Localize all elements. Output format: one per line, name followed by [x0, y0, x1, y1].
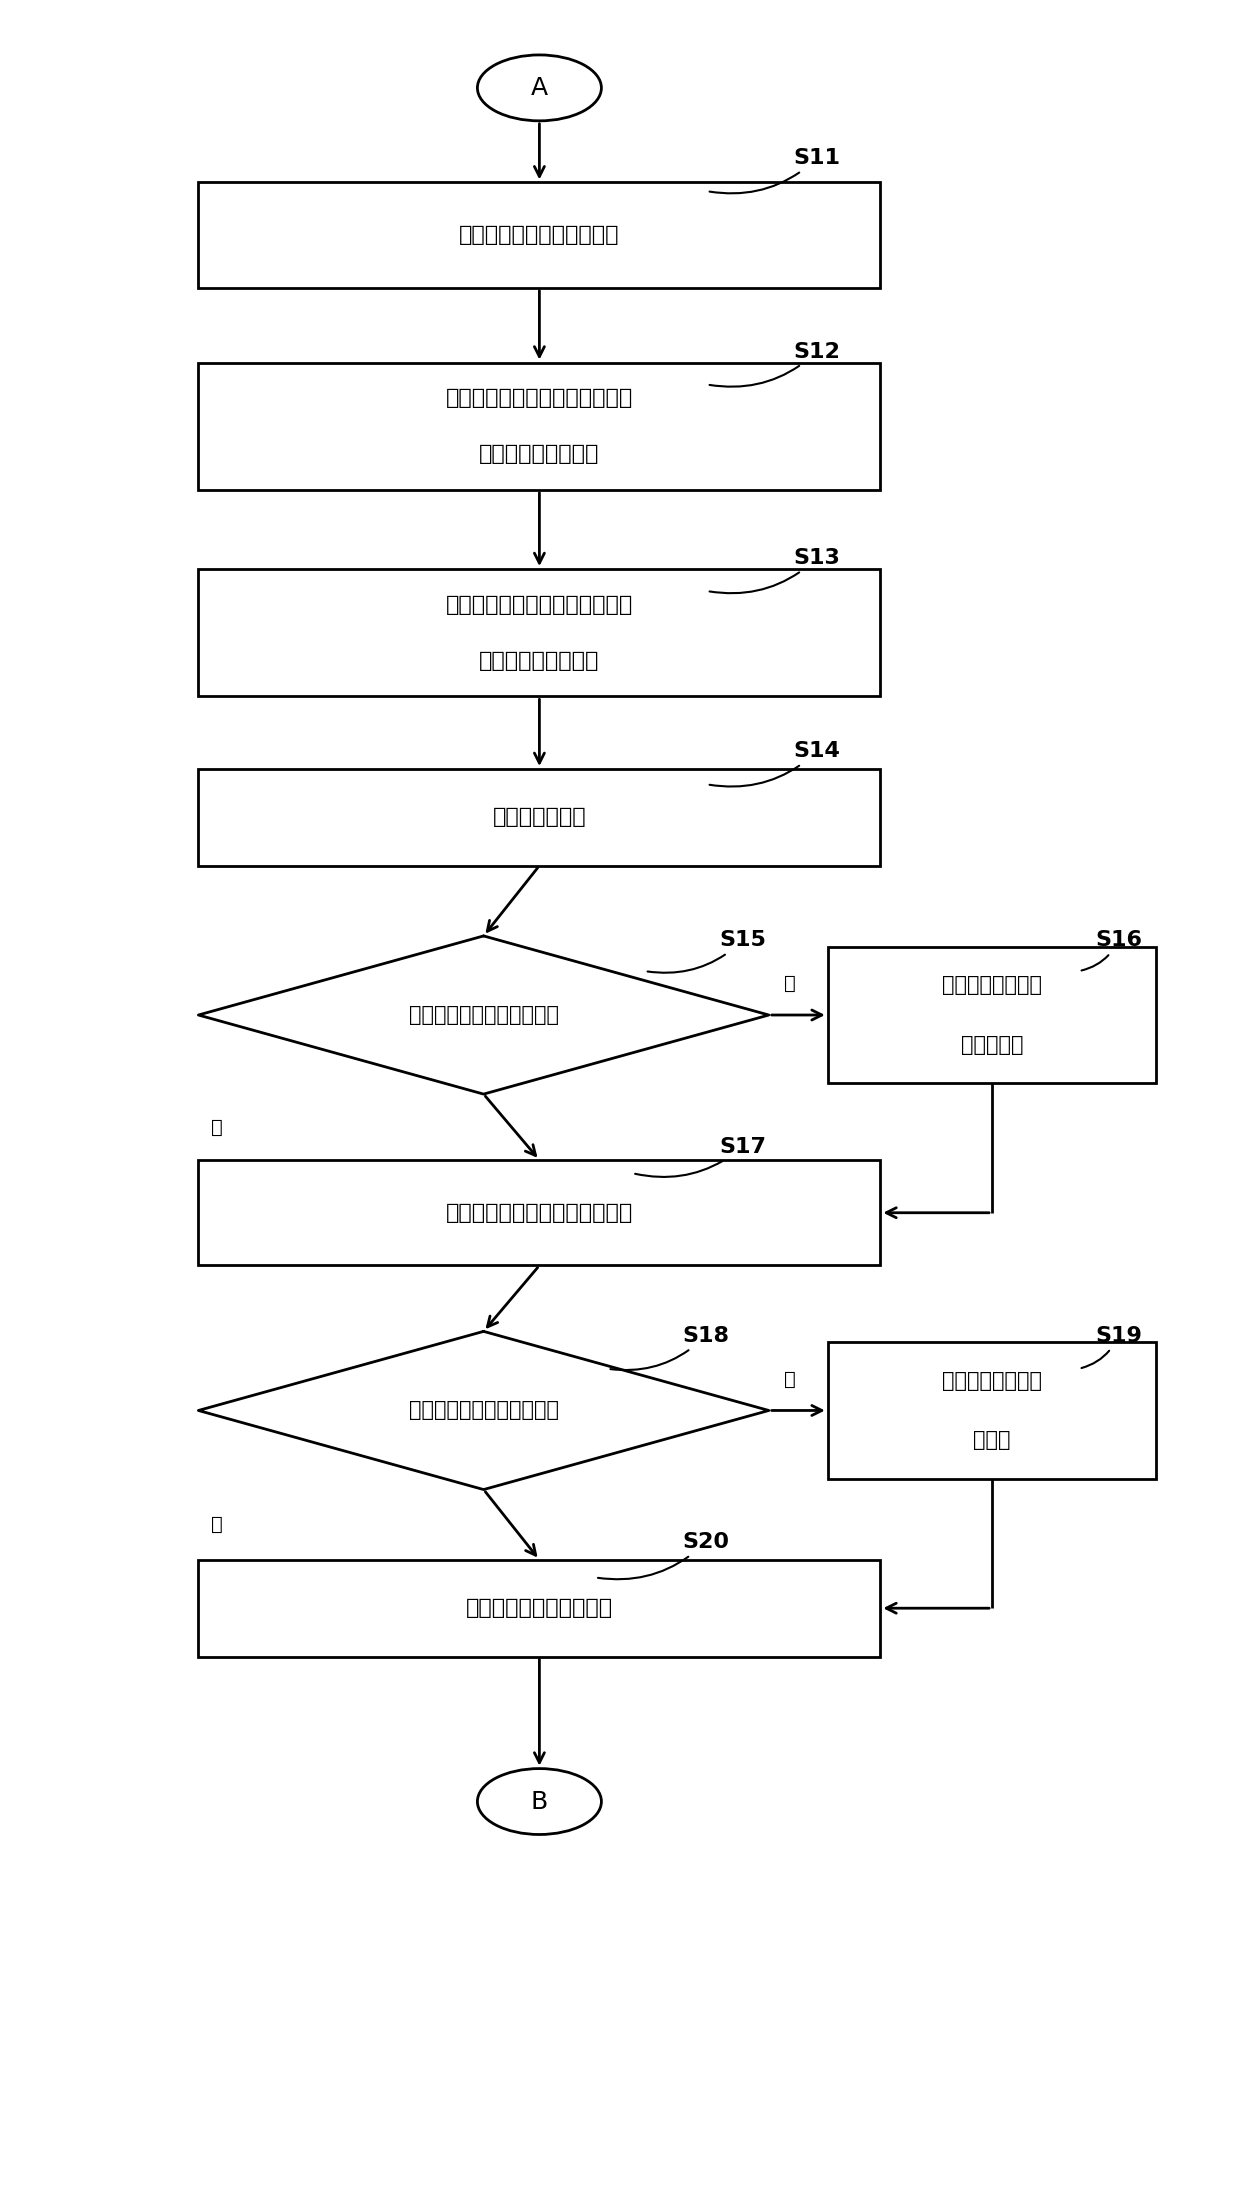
Ellipse shape	[477, 55, 601, 121]
Text: 确认缺少参考像素点的情况: 确认缺少参考像素点的情况	[459, 224, 620, 246]
Text: 缺少像素坐标缓存器: 缺少像素坐标缓存器	[479, 444, 600, 464]
Text: 是: 是	[211, 1118, 222, 1136]
Ellipse shape	[477, 1769, 601, 1834]
Text: S11: S11	[709, 147, 841, 193]
FancyBboxPatch shape	[198, 769, 880, 866]
Text: S19: S19	[1081, 1325, 1142, 1369]
FancyBboxPatch shape	[828, 1342, 1156, 1479]
Text: S12: S12	[709, 341, 841, 387]
Text: 否: 否	[784, 1369, 795, 1389]
Text: S16: S16	[1081, 929, 1142, 971]
Text: 是: 是	[211, 1516, 222, 1534]
FancyBboxPatch shape	[198, 182, 880, 288]
Text: S17: S17	[635, 1136, 766, 1178]
FancyBboxPatch shape	[198, 363, 880, 490]
Text: 接收到读取数据请求响应？: 接收到读取数据请求响应？	[409, 1004, 558, 1026]
Text: 更新变换单元的有效标志: 更新变换单元的有效标志	[466, 1597, 613, 1619]
Text: 请求的条件: 请求的条件	[961, 1035, 1023, 1055]
Text: 否: 否	[784, 973, 795, 993]
Text: S15: S15	[647, 929, 766, 973]
Text: B: B	[531, 1791, 548, 1813]
Text: 变换单元的数据写入完毕？: 变换单元的数据写入完毕？	[409, 1399, 558, 1421]
FancyBboxPatch shape	[198, 1560, 880, 1657]
FancyBboxPatch shape	[828, 947, 1156, 1083]
Text: A: A	[531, 77, 548, 99]
Text: 将缺少的参考像素点的坐标写入: 将缺少的参考像素点的坐标写入	[445, 595, 634, 615]
Text: 发送数据读取请: 发送数据读取请	[492, 806, 587, 828]
Text: S13: S13	[709, 547, 841, 593]
Text: 据写入: 据写入	[973, 1430, 1011, 1450]
Text: S14: S14	[709, 740, 841, 787]
Text: 图像像素坐标缓存器: 图像像素坐标缓存器	[479, 650, 600, 670]
Text: S18: S18	[610, 1325, 729, 1371]
Text: 将缺少的参考像素点的坐标写入: 将缺少的参考像素点的坐标写入	[445, 389, 634, 409]
Text: 等待变换单元的数: 等待变换单元的数	[942, 1371, 1042, 1391]
Text: 读取同步随机动态存储器的数据: 读取同步随机动态存储器的数据	[445, 1202, 634, 1224]
Text: S20: S20	[598, 1531, 729, 1580]
FancyBboxPatch shape	[198, 1160, 880, 1265]
FancyBboxPatch shape	[198, 569, 880, 696]
Text: 等待满足读取数据: 等待满足读取数据	[942, 975, 1042, 995]
